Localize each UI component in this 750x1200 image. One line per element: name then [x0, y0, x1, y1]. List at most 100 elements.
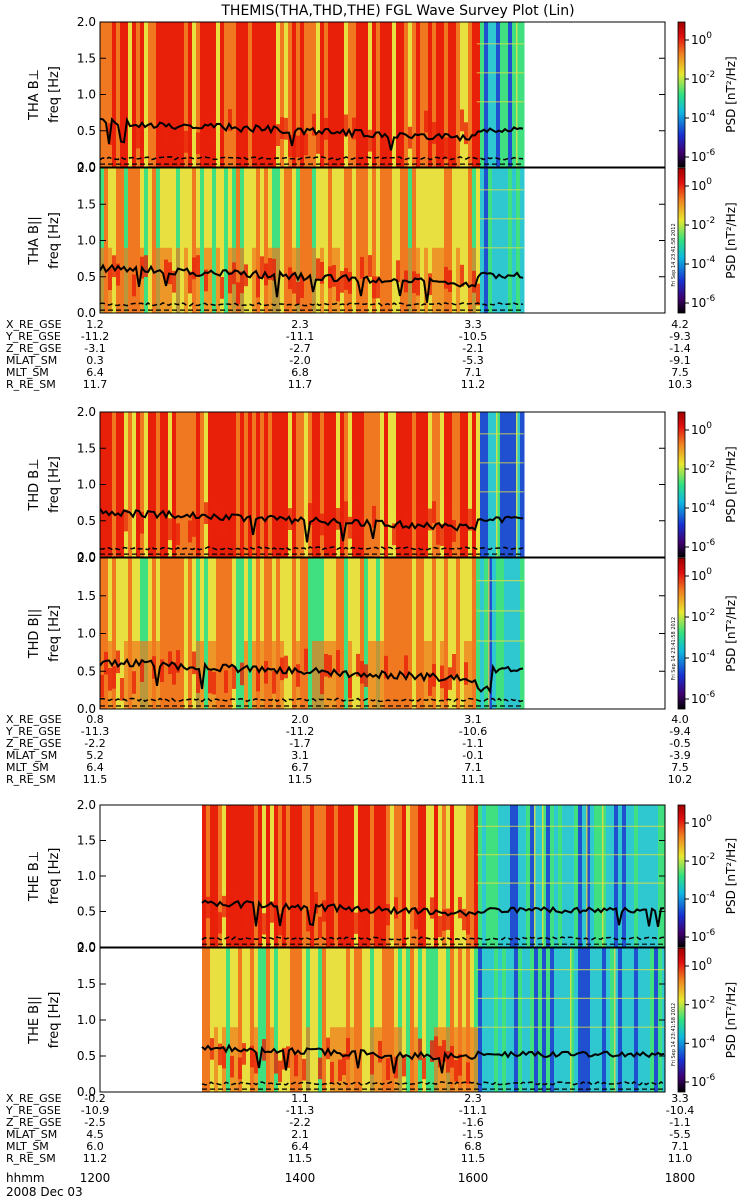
- freq-axis-label: freq [Hz]: [47, 212, 62, 269]
- ephemeris-value: 6.4: [291, 1140, 309, 1153]
- psd-axis-label: PSD [nT²/Hz]: [724, 446, 738, 522]
- freq-tick-label: 1.5: [77, 977, 96, 991]
- ephemeris-value: 7.1: [464, 761, 482, 774]
- spectrogram-image: [100, 168, 525, 313]
- colorbar-tick-label: 10-2: [691, 460, 715, 476]
- freq-axis-label: freq [Hz]: [47, 66, 62, 123]
- ephemeris-value: 6.7: [291, 761, 309, 774]
- colorbar-tick-label: 10-6: [691, 1073, 716, 1089]
- freq-tick-label: 1.5: [77, 441, 96, 455]
- freq-tick-label: 1.5: [77, 197, 96, 211]
- spectrogram-panel-thd-par: 0.0 0.5 1.0 1.5 2.0 THD B|| freq [Hz] 100 10-2 10…: [27, 551, 738, 716]
- ephemeris-label: MLT_SM: [6, 366, 49, 379]
- freq-tick-label: 0.5: [77, 1049, 96, 1063]
- ephemeris-label: X_RE_GSE: [6, 1092, 62, 1105]
- freq-tick-label: 2.0: [77, 405, 96, 419]
- freq-tick-label: 2.0: [77, 798, 96, 812]
- colorbar: [677, 411, 686, 558]
- colorbar-tick-label: 10-6: [691, 928, 716, 944]
- ephemeris-value: -10.5: [459, 330, 487, 343]
- ephemeris-value: -0.5: [669, 737, 690, 750]
- ephemeris-value: -3.9: [669, 749, 690, 762]
- colorbar-tick-label: 10-4: [691, 1034, 716, 1050]
- ephemeris-value: 6.8: [464, 1140, 482, 1153]
- ephemeris-value: 2.1: [291, 1128, 309, 1141]
- ephemeris-value: -2.0: [289, 354, 310, 367]
- ephemeris-label: Z_RE_GSE: [6, 737, 62, 750]
- solid-trace: [201, 899, 665, 927]
- ephemeris-value: 10.2: [668, 773, 693, 786]
- freq-tick-label: 0.5: [77, 124, 96, 138]
- time-tick-label: 1200: [80, 1171, 111, 1185]
- spectrogram-image: [100, 22, 525, 167]
- ephemeris-value: -1.1: [462, 737, 483, 750]
- ephemeris-label: X_RE_GSE: [6, 713, 62, 726]
- spectrogram-panel-tha-par: 0.0 0.5 1.0 1.5 2.0 THA B|| freq [Hz] 100 10-2 10…: [27, 161, 738, 320]
- colorbar-tick-label: 10-4: [691, 255, 716, 271]
- colorbar-tick-label: 100: [691, 814, 712, 830]
- ephemeris-label: MLAT_SM: [6, 749, 57, 762]
- colorbar-tick-label: 100: [691, 31, 712, 47]
- ephemeris-value: -10.6: [459, 725, 487, 738]
- ephemeris-table-tha: X_RE_GSE 1.2 2.3 3.3 4.2 Y_RE_GSE -11.2 -11.1 -1…: [5, 318, 692, 391]
- ephemeris-value: 2.3: [464, 1092, 482, 1105]
- psd-axis-label: PSD [nT²/Hz]: [724, 982, 738, 1058]
- colorbar-tick-label: 10-6: [691, 690, 716, 706]
- colorbar-tick-label: 10-4: [691, 649, 716, 665]
- colorbar-tick-label: 10-2: [691, 608, 715, 624]
- freq-tick-label: 0.0: [77, 160, 96, 174]
- ephemeris-value: 3.3: [464, 318, 482, 331]
- solid-trace: [100, 263, 524, 303]
- ephemeris-value: -10.9: [81, 1104, 109, 1117]
- ephemeris-value: -10.4: [666, 1104, 694, 1117]
- ephemeris-value: 6.4: [86, 761, 104, 774]
- spectrogram-panel-tha-perp: 0.0 0.5 1.0 1.5 2.0 THA B⊥ freq [Hz] 100 10-2 10-…: [27, 15, 738, 174]
- ephemeris-value: -1.1: [669, 1116, 690, 1129]
- colorbar-tick-label: 10-2: [691, 70, 715, 86]
- ephemeris-value: -3.1: [84, 342, 105, 355]
- colorbar-tick-label: 10-2: [691, 216, 715, 232]
- freq-tick-label: 1.5: [77, 834, 96, 848]
- ephemeris-table-the: X_RE_GSE -0.2 1.1 2.3 3.3Y_RE_GSE -10.9 -11.3-…: [5, 1092, 694, 1165]
- colorbar: [677, 21, 686, 168]
- ephemeris-value: -1.7: [289, 737, 310, 750]
- ephemeris-value: -2.1: [462, 342, 483, 355]
- freq-tick-label: 0.0: [77, 940, 96, 954]
- colorbar-tick-label: 100: [691, 957, 712, 973]
- dashed-trace: [100, 546, 524, 551]
- ephemeris-value: 7.5: [671, 761, 689, 774]
- panel-label: THE B⊥: [27, 851, 42, 902]
- solid-trace: [100, 508, 524, 543]
- ephemeris-value: 11.7: [83, 378, 108, 391]
- ephemeris-value: 4.5: [86, 1128, 104, 1141]
- freq-tick-label: 0.5: [77, 664, 96, 678]
- ephemeris-value: 4.0: [671, 713, 689, 726]
- time-tick-label: 1600: [458, 1171, 489, 1185]
- colorbar: [677, 947, 686, 1093]
- freq-tick-label: 0.0: [77, 1085, 96, 1099]
- ephemeris-value: -9.1: [669, 354, 690, 367]
- ephemeris-label: Y_RE_GSE: [5, 1104, 61, 1117]
- ephemeris-label: R_RE_SM: [6, 1152, 56, 1165]
- freq-tick-label: 0.5: [77, 270, 96, 284]
- ephemeris-value: -11.2: [81, 330, 109, 343]
- freq-tick-label: 0.5: [77, 514, 96, 528]
- panel-label: THD B||: [27, 609, 42, 660]
- ephemeris-value: 7.1: [464, 366, 482, 379]
- ephemeris-value: 6.8: [291, 366, 309, 379]
- probe-group-the: 0.0 0.5 1.0 1.5 2.0 THE B⊥ freq [Hz] 100 10-2 10-…: [5, 798, 738, 1165]
- ephemeris-value: -11.3: [286, 1104, 314, 1117]
- spectrogram-image: [202, 948, 665, 1092]
- panel-label: THA B⊥: [27, 69, 42, 121]
- freq-tick-label: 1.0: [77, 1013, 96, 1027]
- spectrogram-panel-the-par: 0.0 0.5 1.0 1.5 2.0 THE B|| freq [Hz] 100 10-2 10…: [27, 941, 738, 1099]
- ephemeris-value: -11.3: [81, 725, 109, 738]
- colorbar: [677, 557, 686, 710]
- ephemeris-value: -0.1: [462, 749, 483, 762]
- ephemeris-value: -11.1: [459, 1104, 487, 1117]
- freq-tick-label: 2.0: [77, 161, 96, 175]
- ephemeris-value: -0.2: [84, 1092, 105, 1105]
- panel-label: THA B||: [27, 216, 42, 265]
- ephemeris-value: 11.5: [461, 1152, 486, 1165]
- colorbar: [677, 167, 686, 314]
